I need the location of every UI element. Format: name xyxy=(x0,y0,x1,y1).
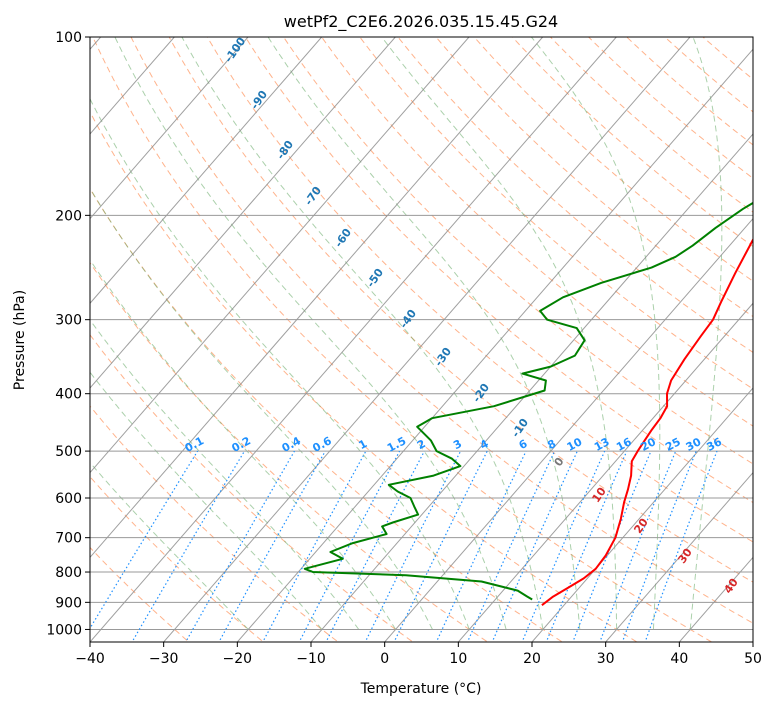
axes-layer: −40 −30 −20 −10 0 10 20 30 40 50 100 200 300 400 500 60… xyxy=(46,30,762,667)
moist-adiabat-line xyxy=(267,37,581,630)
y-tick-label: 1000 xyxy=(46,622,82,638)
mixing-ratio-line xyxy=(131,450,246,642)
x-tick-label: 30 xyxy=(597,651,615,667)
isotherm-line xyxy=(90,37,617,642)
dry-adiabat-line xyxy=(90,111,638,642)
temperature-profile-line xyxy=(541,237,753,606)
mixing-ratio-line xyxy=(90,450,199,630)
dry-adiabat-line xyxy=(206,37,753,543)
series-layer xyxy=(303,201,753,606)
moist-adiabat-line xyxy=(530,37,661,630)
isotherm-line xyxy=(90,37,470,474)
mixing-ratio-label: 36 xyxy=(704,435,724,454)
y-tick-label: 100 xyxy=(55,30,82,46)
mixing-ratio-label: 10 xyxy=(565,435,585,454)
mixing-ratio-line xyxy=(599,450,677,642)
moist-adiabat-line xyxy=(114,37,507,630)
y-tick-label: 700 xyxy=(55,531,82,547)
isotherm-line xyxy=(384,217,753,642)
mixing-ratio-line xyxy=(621,450,697,642)
x-tick-label: 20 xyxy=(523,651,541,667)
y-tick-label: 600 xyxy=(55,491,82,507)
mixing-ratio-label: 13 xyxy=(592,435,612,454)
moist-adiabat-line xyxy=(90,97,470,630)
moist-adiabat-line xyxy=(90,259,397,630)
y-tick-label: 200 xyxy=(55,208,82,224)
dewpoint-profile-line xyxy=(303,201,753,601)
dry-adiabat-line xyxy=(90,187,564,642)
chart-title: wetPf2_C2E6.2026.035.15.45.G24 xyxy=(284,12,558,32)
mixing-ratio-line xyxy=(521,450,606,642)
y-tick-label: 500 xyxy=(55,444,82,460)
dry-adiabat-line xyxy=(626,37,753,146)
x-tick-label: 40 xyxy=(670,651,688,667)
y-axis-label: Pressure (hPa) xyxy=(12,290,28,390)
x-tick-label: 50 xyxy=(744,651,762,667)
dry-adiabat-line xyxy=(549,37,753,213)
x-tick-label: −40 xyxy=(75,651,105,667)
x-tick-label: −10 xyxy=(296,651,326,667)
mixing-ratio-line xyxy=(364,450,462,642)
mixing-ratio-label: 16 xyxy=(614,435,634,454)
isotherm-line xyxy=(236,48,753,642)
x-tick-label: −20 xyxy=(223,651,253,667)
isotherm-line xyxy=(605,471,753,642)
moist-adiabat-line xyxy=(689,37,723,630)
x-axis-label: Temperature (°C) xyxy=(360,681,482,697)
mixing-ratio-label: 30 xyxy=(684,435,704,454)
isotherm-line xyxy=(310,133,753,642)
mixing-ratio-line xyxy=(393,450,488,642)
plot-frame xyxy=(89,36,754,643)
isotherm-line xyxy=(531,387,753,642)
isotherm-line xyxy=(457,302,753,642)
y-tick-label: 800 xyxy=(55,565,82,581)
isotherm-line xyxy=(90,37,396,389)
dry-adiabat-line xyxy=(359,37,753,390)
isotherm-line xyxy=(90,37,249,220)
dry-adiabat-line xyxy=(321,37,753,427)
dry-adiabat-line xyxy=(90,405,340,642)
mixing-ratio-line xyxy=(491,450,578,642)
grid-layer xyxy=(90,37,753,642)
dry-adiabat-line xyxy=(397,37,753,353)
mixing-ratio-line xyxy=(218,450,326,642)
isotherm-line xyxy=(163,37,691,642)
y-tick-label: 300 xyxy=(55,313,82,329)
mixing-ratio-label: 25 xyxy=(663,435,683,454)
dry-adiabat-line xyxy=(282,37,753,465)
x-tick-label: 0 xyxy=(380,651,389,667)
isotherm-line xyxy=(90,37,544,559)
moist-adiabat-line xyxy=(381,37,618,630)
dry-adiabat-line xyxy=(473,37,753,282)
mixing-ratio-line xyxy=(325,450,425,642)
dry-adiabat-line xyxy=(511,37,753,247)
y-tick-label: 900 xyxy=(55,595,82,611)
moist-adiabat-line xyxy=(90,187,433,630)
mixing-ratio-line xyxy=(644,450,718,642)
mixing-ratio-label: 20 xyxy=(638,435,658,454)
dry-adiabat-line xyxy=(168,37,753,583)
x-tick-label: 10 xyxy=(449,651,467,667)
moist-adiabat-line xyxy=(181,37,544,630)
y-tick-label: 400 xyxy=(55,387,82,403)
moist-adiabat-line xyxy=(90,319,360,630)
isotherm-line xyxy=(90,37,323,305)
x-tick-label: −30 xyxy=(149,651,179,667)
dry-adiabat-line xyxy=(587,37,753,179)
